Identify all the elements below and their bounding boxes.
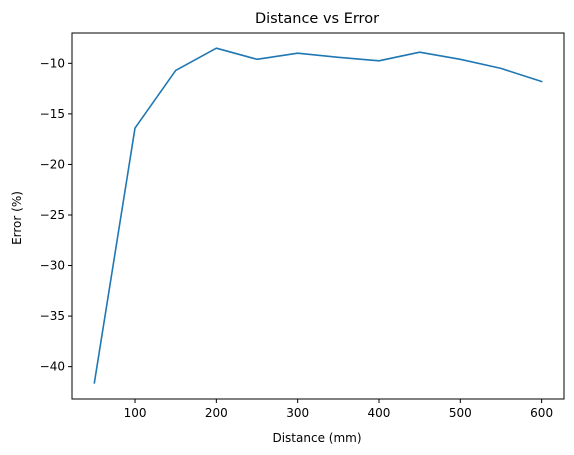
chart-title: Distance vs Error: [255, 11, 379, 27]
y-tick-label: −15: [40, 107, 65, 121]
y-tick-label: −10: [40, 56, 65, 70]
x-tick-label: 100: [124, 406, 147, 420]
x-tick-label: 300: [286, 406, 309, 420]
x-tick-label: 400: [368, 406, 391, 420]
x-tick-label: 600: [530, 406, 553, 420]
x-tick-label: 500: [449, 406, 472, 420]
y-tick-label: −40: [40, 360, 65, 374]
x-axis-label: Distance (mm): [272, 431, 361, 445]
y-tick-label: −35: [40, 309, 65, 323]
y-tick-label: −20: [40, 157, 65, 171]
plot-frame: [71, 32, 565, 400]
series-line-0: [93, 47, 543, 384]
x-tick-label: 200: [205, 406, 228, 420]
y-axis-label: Error (%): [10, 191, 24, 245]
plot-area: 100 200 300 400 500 600 −40 −35 −30 −25 −20 −15 −10: [40, 32, 565, 420]
y-tick-label: −30: [40, 259, 65, 273]
y-tick-label: −25: [40, 208, 65, 222]
